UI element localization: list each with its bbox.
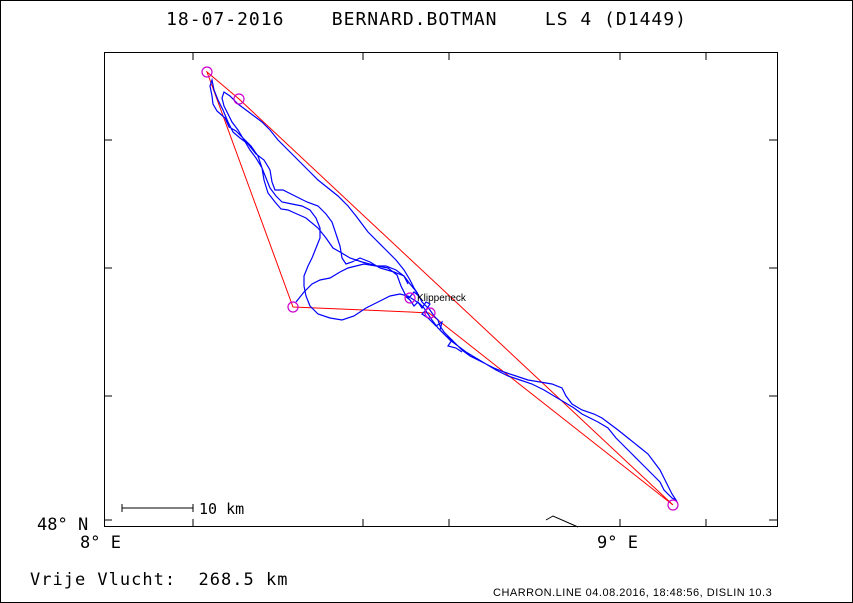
turnpoints — [201, 66, 679, 511]
flight-track-west — [295, 263, 409, 303]
scale-bar-label: 10 km — [199, 500, 245, 518]
top-ticks — [192, 52, 707, 60]
distance-summary: Vrije Vlucht: 268.5 km — [30, 570, 288, 590]
turnpoint-2 — [233, 93, 245, 105]
flight-track-core — [404, 295, 463, 353]
waypoint-label: Klippeneck — [417, 293, 466, 304]
summary-label: Vrije Vlucht: — [30, 570, 177, 590]
boundary-line — [545, 515, 579, 528]
longitude-label-right: 9° E — [597, 533, 638, 553]
turnpoint-4 — [404, 292, 416, 304]
flight-track — [209, 77, 678, 502]
summary-value: 268.5 km — [198, 570, 289, 590]
scale-bar — [121, 504, 194, 512]
credit-line: CHARRON.LINE 04.08.2016, 18:48:56, DISLI… — [493, 587, 773, 599]
latitude-label: 48° N — [37, 515, 89, 535]
left-ticks — [104, 139, 112, 521]
task-route — [205, 70, 674, 506]
turnpoint-1 — [201, 66, 213, 78]
glider-name: LS 4 (D1449) — [544, 9, 687, 30]
flight-date: 18-07-2016 — [166, 9, 285, 30]
pilot-name: BERNARD.BOTMAN — [331, 9, 498, 30]
flight-title: 18-07-2016 BERNARD.BOTMAN LS 4 (D1449) — [0, 9, 853, 30]
plot-frame — [104, 52, 778, 527]
longitude-label-left: 8° E — [80, 533, 121, 553]
turnpoint-6 — [667, 499, 679, 511]
right-ticks — [769, 139, 777, 521]
turnpoint-3 — [287, 301, 299, 313]
turnpoint-5 — [424, 307, 436, 319]
bottom-ticks — [192, 519, 707, 527]
